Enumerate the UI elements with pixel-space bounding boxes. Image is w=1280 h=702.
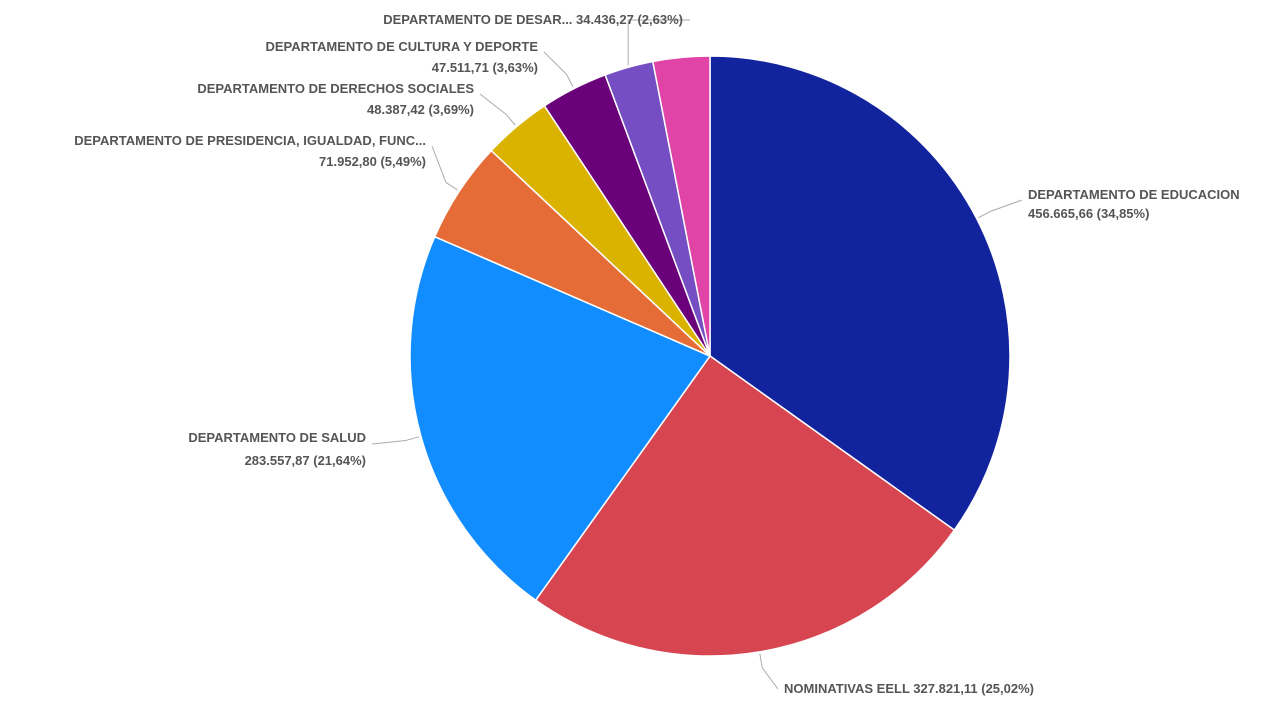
slice-label-value: 47.511,71 (3,63%) — [432, 60, 538, 75]
slice-label-value: 456.665,66 (34,85%) — [1028, 206, 1149, 221]
slice-label-name: DEPARTAMENTO DE CULTURA Y DEPORTE — [265, 39, 538, 54]
leader-line — [759, 653, 779, 690]
leader-line — [431, 145, 458, 191]
pie-slice[interactable] — [534, 354, 956, 657]
pie-slice[interactable] — [709, 55, 1011, 532]
slice-label-name: DEPARTAMENTO DE DERECHOS SOCIALES — [197, 81, 474, 96]
slice-label-value: 48.387,42 (3,69%) — [367, 102, 474, 117]
labels-layer: DEPARTAMENTO DE EDUCACION 456.665,66 (34,… — [74, 12, 1239, 696]
slice-label: DEPARTAMENTO DE DESAR... 34.436,27 (2,63… — [383, 12, 683, 27]
leader-line — [479, 93, 516, 126]
slice-label-value: 71.952,80 (5,49%) — [319, 154, 426, 169]
pie-slice[interactable] — [651, 55, 711, 357]
slice-label-name: DEPARTAMENTO DE SALUD — [188, 430, 366, 445]
leader-line — [543, 51, 574, 88]
slices-layer — [409, 55, 1011, 657]
leader-line — [978, 199, 1023, 219]
pie-slice[interactable] — [409, 235, 712, 602]
leader-line — [371, 436, 420, 445]
slice-label-value: 283.557,87 (21,64%) — [245, 453, 366, 468]
slice-label-name: DEPARTAMENTO DE PRESIDENCIA, IGUALDAD, F… — [74, 133, 426, 148]
leaders-layer — [371, 19, 1023, 690]
slice-label: NOMINATIVAS EELL 327.821,11 (25,02%) — [784, 681, 1034, 696]
leader-line — [627, 19, 690, 66]
slice-label-name: DEPARTAMENTO DE EDUCACION — [1028, 187, 1240, 202]
